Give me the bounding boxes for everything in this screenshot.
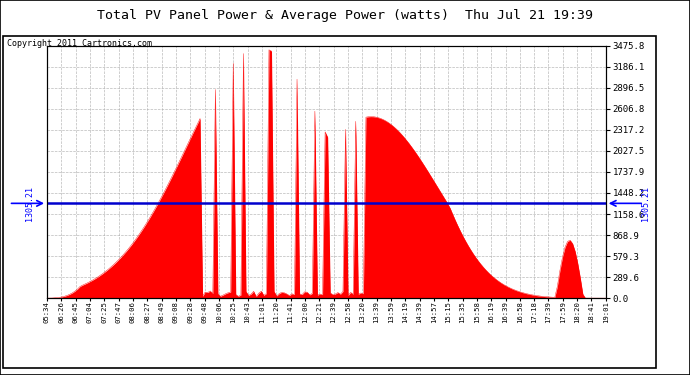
- Text: Total PV Panel Power & Average Power (watts)  Thu Jul 21 19:39: Total PV Panel Power & Average Power (wa…: [97, 9, 593, 22]
- Text: 1305.21: 1305.21: [25, 186, 34, 221]
- Text: 1305.21: 1305.21: [641, 186, 651, 221]
- Bar: [3, 36, 656, 368]
- Text: Copyright 2011 Cartronics.com: Copyright 2011 Cartronics.com: [7, 39, 152, 48]
